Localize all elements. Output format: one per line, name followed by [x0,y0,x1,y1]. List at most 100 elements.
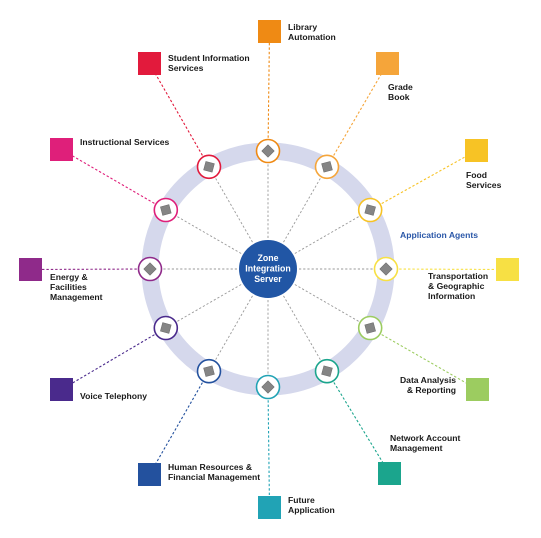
agent-voice-telephony[interactable] [153,315,179,341]
spoke-line-network-account [283,295,328,372]
service-label-network-account: Network Account Management [390,433,460,453]
service-label-line: Management [50,292,103,302]
service-box-student-information[interactable] [138,52,161,75]
service-label-line: Transportation [428,271,488,281]
service-label-line: Automation [288,32,336,42]
service-box-transportation[interactable] [496,258,519,281]
spoke-line-data-analysis [294,284,371,329]
service-box-instructional-services[interactable] [50,138,73,161]
service-label-line: Services [168,63,204,73]
service-box-data-analysis[interactable] [466,378,489,401]
service-label-line: & Geographic [428,281,485,291]
service-box-network-account[interactable] [378,462,401,485]
spoke-line-student-information [208,166,253,243]
agent-data-analysis[interactable] [357,315,383,341]
connectors [30,31,508,508]
spoke-line-human-resources [208,295,253,372]
hub-label: Zone Integration Server [245,253,290,284]
diamond-agent-icon [321,365,333,377]
service-box-future-application[interactable] [258,496,281,519]
connector-line-voice-telephony [61,327,167,390]
connector-line-student-information [149,63,210,168]
service-label-line: Facilities [50,282,87,292]
diamond-agent-icon [364,204,376,216]
service-label-line: Library [288,22,317,32]
spoke-line-food-services [294,209,371,254]
hub-label-line: Server [254,274,282,284]
service-label-line: Voice Telephony [80,391,147,401]
zone-integration-server-hub[interactable] [239,240,297,298]
service-label-line: Application [288,505,335,515]
agent-future-application[interactable] [255,374,281,400]
service-label-line: Book [388,92,410,102]
connector-line-human-resources [149,370,210,475]
service-label-energy-facilities: Energy & Facilities Management [50,272,103,302]
service-label-voice-telephony: Voice Telephony [80,391,147,401]
service-label-line: Management [390,443,443,453]
hub: Zone Integration Server [239,240,297,298]
connector-line-data-analysis [369,327,478,390]
connector-line-food-services [369,150,477,211]
agent-food-services[interactable] [357,197,383,223]
connector-line-library-automation [267,31,271,152]
service-label-grade-book: Grade Book [388,82,413,102]
diamond-agent-icon [364,322,376,334]
service-box-grade-book[interactable] [376,52,399,75]
hub-label-line: Zone [257,253,278,263]
service-label-human-resources: Human Resources & Financial Management [168,462,260,482]
service-label-line: Network Account [390,433,460,443]
agent-library-automation[interactable] [255,138,281,164]
service-label-future-application: Future Application [288,495,335,515]
agent-human-resources[interactable] [196,358,222,384]
connector-line-instructional-services [61,149,167,211]
service-label-student-information: Student Information Services [168,53,250,73]
connector-line-grade-book [326,63,388,168]
service-box-voice-telephony[interactable] [50,378,73,401]
service-boxes [19,20,519,519]
service-label-line: Grade [388,82,413,92]
agent-energy-facilities[interactable] [137,256,163,282]
service-box-library-automation[interactable] [258,20,281,43]
agent-grade-book[interactable] [314,154,340,180]
diamond-agent-icon [160,204,172,216]
service-label-line: Energy & [50,272,88,282]
diamond-agent-icon [203,161,215,173]
connector-line-energy-facilities [30,268,151,271]
agent-instructional-services[interactable] [153,197,179,223]
connector-line-network-account [326,370,390,474]
service-label-line: Human Resources & [168,462,252,472]
diamond-agent-icon [143,262,157,276]
service-label-library-automation: Library Automation [288,22,336,42]
service-label-data-analysis: Data Analysis & Reporting [400,375,456,395]
application-agents-label: Application Agents [400,230,478,240]
connector-line-transportation [385,268,508,271]
agent-student-information[interactable] [196,154,222,180]
service-label-line: Instructional Services [80,137,170,147]
agent-network-account[interactable] [314,358,340,384]
diamond-agent-icon [203,365,215,377]
connector-line-future-application [267,386,271,508]
service-label-line: Services [466,180,502,190]
spokes [150,151,386,387]
service-label-transportation: Transportation & Geographic Information [428,271,488,301]
diamond-agent-icon [379,262,393,276]
spoke-line-voice-telephony [165,284,242,329]
service-label-instructional-services: Instructional Services [80,137,170,147]
diamond-agent-icon [261,380,275,394]
service-label-line: Data Analysis [400,375,456,385]
spoke-line-instructional-services [165,209,242,254]
service-box-energy-facilities[interactable] [19,258,42,281]
service-label-line: Information [428,291,475,301]
agent-transportation[interactable] [373,256,399,282]
service-label-line: Student Information [168,53,250,63]
service-label-line: Food [466,170,487,180]
service-label-line: & Reporting [407,385,456,395]
spoke-line-grade-book [283,166,328,243]
service-box-human-resources[interactable] [138,463,161,486]
diamond-agent-icon [321,161,333,173]
diamond-agent-icon [261,144,275,158]
service-label-food-services: Food Services [466,170,502,190]
service-box-food-services[interactable] [465,139,488,162]
